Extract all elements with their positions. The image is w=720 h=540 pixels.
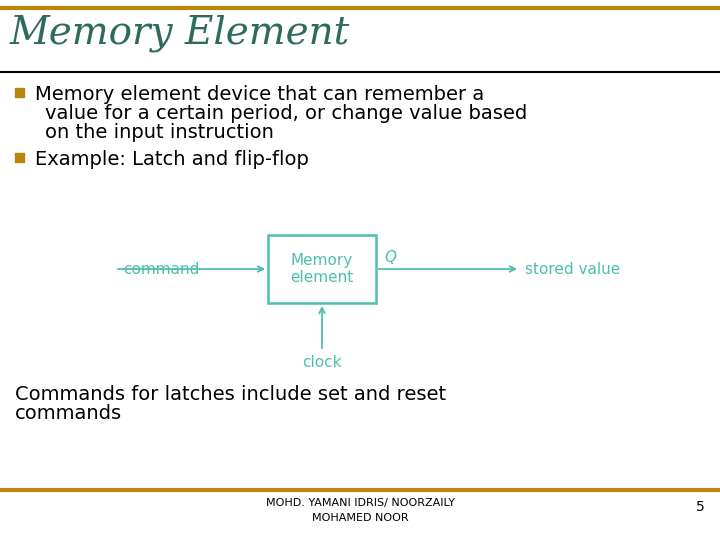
Bar	[15, 153, 24, 162]
Text: Memory
element: Memory element	[290, 253, 354, 285]
Text: Memory element device that can remember a: Memory element device that can remember …	[35, 85, 485, 104]
Bar	[268, 235, 376, 303]
Text: clock: clock	[302, 355, 342, 370]
Text: commands: commands	[15, 404, 122, 423]
Text: value for a certain period, or change value based: value for a certain period, or change va…	[45, 104, 527, 123]
Text: Example: Latch and flip-flop: Example: Latch and flip-flop	[35, 150, 309, 169]
Text: Commands for latches include set and reset: Commands for latches include set and res…	[15, 385, 446, 404]
Text: on the input instruction: on the input instruction	[45, 123, 274, 142]
Text: stored value: stored value	[525, 261, 620, 276]
Bar	[15, 88, 24, 97]
Text: command: command	[123, 261, 199, 276]
Text: MOHD. YAMANI IDRIS/ NOORZAILY
MOHAMED NOOR: MOHD. YAMANI IDRIS/ NOORZAILY MOHAMED NO…	[266, 498, 454, 523]
Text: Q: Q	[384, 249, 396, 265]
Text: Memory Element: Memory Element	[10, 15, 350, 52]
Text: 5: 5	[696, 500, 705, 514]
